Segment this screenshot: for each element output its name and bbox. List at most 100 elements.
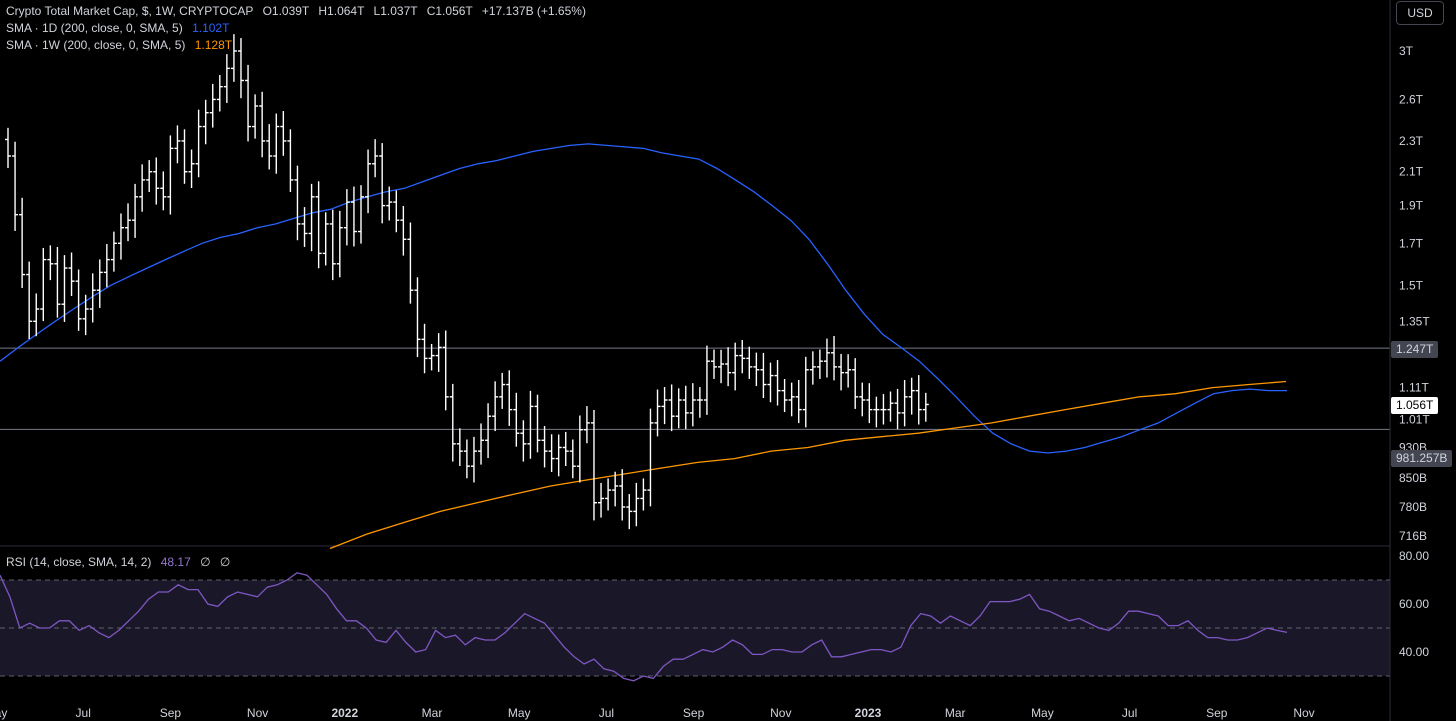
ohlc-bar xyxy=(555,434,562,477)
ohlc-bar xyxy=(583,406,590,444)
ohlc-bar xyxy=(230,34,237,82)
ohlc-bar xyxy=(245,64,252,142)
ohlc-bar xyxy=(33,293,40,337)
ohlc-bar xyxy=(12,141,19,231)
sma-1w-legend[interactable]: SMA · 1W (200, close, 0, SMA, 5) 1.128T xyxy=(6,38,232,52)
ohlc-bar xyxy=(548,434,555,473)
time-axis-label: May xyxy=(0,706,7,720)
ohlc-bar xyxy=(5,127,11,169)
price-axis-label: 1.5T xyxy=(1399,279,1424,293)
ohlc-bar xyxy=(428,343,435,371)
sma-1w-label[interactable]: SMA · 1W (200, close, 0, SMA, 5) xyxy=(6,38,186,52)
close-value: C1.056T xyxy=(426,4,473,18)
ohlc-bar xyxy=(449,383,456,462)
ohlc-bar xyxy=(873,396,880,428)
ohlc-bar xyxy=(647,408,654,507)
ohlc-bar xyxy=(266,124,273,170)
resistance-price-tag: 1.247T xyxy=(1391,341,1439,358)
rsi-band xyxy=(0,545,1390,677)
rsi-axis-label: 80.00 xyxy=(1399,549,1429,563)
currency-button[interactable]: USD xyxy=(1396,1,1444,25)
ohlc-bar xyxy=(569,439,576,479)
ohlc-bar xyxy=(358,185,364,244)
ohlc-bar xyxy=(407,222,414,304)
ohlc-bar xyxy=(96,259,103,308)
ohlc-bar xyxy=(26,261,33,340)
ohlc-bar xyxy=(315,181,322,269)
ohlc-bar xyxy=(915,375,922,425)
price-axis-label: 2.1T xyxy=(1399,165,1424,179)
rsi-line xyxy=(0,572,1288,682)
moving-average-lines xyxy=(0,143,1287,550)
ohlc-bar xyxy=(767,362,774,403)
sma-1d-value: 1.102T xyxy=(192,21,230,35)
ohlc-bar xyxy=(117,213,124,260)
ohlc-bar xyxy=(675,388,682,429)
ohlc-bar xyxy=(633,482,640,527)
ohlc-bar xyxy=(379,143,386,224)
price-axis-label: 850B xyxy=(1399,471,1427,485)
ohlc-bar xyxy=(668,384,675,432)
ohlc-bar xyxy=(470,436,477,483)
ohlc-bar xyxy=(654,389,661,437)
rsi-legend[interactable]: RSI (14, close, SMA, 14, 2) 48.17 ∅ ∅ xyxy=(6,555,230,569)
open-value: O1.039T xyxy=(262,4,310,18)
ohlc-bar xyxy=(153,157,160,205)
price-axis-label: 1.01T xyxy=(1399,413,1430,427)
ohlc-bar xyxy=(68,252,75,297)
ohlc-bar xyxy=(146,160,153,192)
symbol-title[interactable]: Crypto Total Market Cap, $, 1W, CRYPTOCA… xyxy=(6,4,254,18)
time-axis-label: Sep xyxy=(160,706,182,720)
ohlc-bar xyxy=(421,323,428,374)
ohlc-bar xyxy=(845,354,852,388)
ohlc-bar xyxy=(110,231,117,272)
ohlc-bar xyxy=(541,426,548,468)
ohlc-bar xyxy=(562,431,569,467)
time-axis-label: Nov xyxy=(247,706,268,720)
time-axis-label: Sep xyxy=(683,706,705,720)
price-axis-label: 1.9T xyxy=(1399,199,1424,213)
ohlc-bar xyxy=(831,335,838,381)
ohlc-bar xyxy=(386,186,393,221)
ohlc-bar xyxy=(753,352,760,387)
ohlc-bar xyxy=(372,139,379,178)
ohlc-bar xyxy=(188,149,195,189)
sma-1d-label[interactable]: SMA · 1D (200, close, 0, SMA, 5) xyxy=(6,21,183,35)
rsi-line-path xyxy=(0,572,1288,682)
ohlc-bar xyxy=(89,273,96,323)
ohlc-bar xyxy=(866,383,873,424)
ohlc-bar xyxy=(802,356,809,428)
high-value: H1.064T xyxy=(318,4,365,18)
ohlc-bar xyxy=(259,91,266,158)
ohlc-bar xyxy=(640,478,647,511)
ohlc-bar xyxy=(576,415,583,483)
ohlc-bar xyxy=(132,183,139,238)
sma-1d-legend[interactable]: SMA · 1D (200, close, 0, SMA, 5) 1.102T xyxy=(6,21,229,35)
reference-lines xyxy=(0,347,1390,430)
ohlc-bar xyxy=(823,338,830,378)
ohlc-bar xyxy=(901,380,908,427)
time-axis-label: Jul xyxy=(599,706,614,720)
ohlc-bar xyxy=(252,94,259,139)
time-axis-label: 2023 xyxy=(855,706,882,720)
ohlc-bar xyxy=(40,247,47,322)
time-axis-label: Jul xyxy=(76,706,91,720)
ohlc-bar xyxy=(492,381,499,432)
ohlc-bar xyxy=(414,277,421,358)
time-axis-label: Nov xyxy=(1293,706,1314,720)
ohlc-bar xyxy=(619,469,626,521)
ohlc-bar xyxy=(365,149,372,214)
ohlc-bar xyxy=(718,349,725,384)
sma-1w-line xyxy=(329,380,1287,550)
price-axis-label: 3T xyxy=(1399,44,1414,58)
sma-1d-line xyxy=(0,143,1287,454)
support-price-tag: 981.257B xyxy=(1391,450,1453,467)
price-axis-label: 2.3T xyxy=(1399,134,1424,148)
ohlc-bar xyxy=(605,478,612,511)
ohlc-bar xyxy=(329,209,336,281)
ohlc-bar xyxy=(781,378,788,413)
ohlc-bars xyxy=(5,34,929,530)
low-value: L1.037T xyxy=(373,4,418,18)
rsi-label[interactable]: RSI (14, close, SMA, 14, 2) xyxy=(6,555,152,569)
